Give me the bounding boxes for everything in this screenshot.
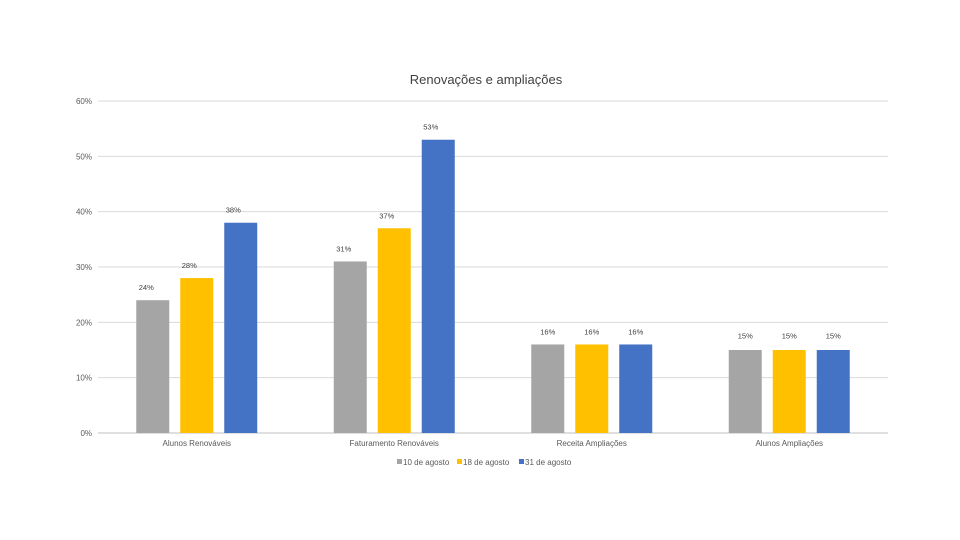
- legend-item: 10 de agosto: [397, 458, 450, 467]
- bar: [772, 350, 806, 433]
- data-label: 16%: [628, 328, 643, 337]
- data-label: 16%: [584, 328, 599, 337]
- legend-label: 10 de agosto: [403, 458, 450, 467]
- bar: [575, 344, 609, 433]
- legend-label: 18 de agosto: [463, 458, 510, 467]
- data-label: 31%: [336, 244, 351, 253]
- data-label: 53%: [423, 123, 438, 132]
- category-label: Alunos Ampliações: [755, 439, 823, 448]
- bar: [728, 350, 762, 433]
- bar: [816, 350, 850, 433]
- bar: [333, 261, 367, 433]
- y-tick-label: 30%: [76, 263, 92, 272]
- data-label: 15%: [738, 332, 753, 341]
- data-label: 24%: [139, 283, 154, 292]
- y-tick-label: 40%: [76, 208, 92, 217]
- x-axis-categories: Alunos Renováveis Faturamento Renováveis R…: [163, 439, 824, 448]
- data-label: 16%: [540, 328, 555, 337]
- data-label: 37%: [379, 211, 394, 220]
- legend-item: 31 de agosto: [519, 458, 572, 467]
- y-tick-label: 20%: [76, 318, 92, 327]
- y-axis-ticks: 0% 10% 20% 30% 40% 50% 60%: [76, 97, 92, 438]
- data-label: 28%: [182, 261, 197, 270]
- y-tick-label: 10%: [76, 374, 92, 383]
- bar: [377, 228, 411, 433]
- category-label: Receita Ampliações: [557, 439, 627, 448]
- data-label: 15%: [826, 332, 841, 341]
- legend: 10 de agosto 18 de agosto 31 de agosto: [397, 458, 572, 467]
- bar: [531, 344, 565, 433]
- legend-swatch: [519, 459, 524, 464]
- y-tick-label: 0%: [80, 429, 92, 438]
- bar: [421, 139, 455, 433]
- legend-label: 31 de agosto: [525, 458, 572, 467]
- bar: [619, 344, 653, 433]
- chart-title: Renovações e ampliações: [410, 72, 563, 87]
- category-label: Alunos Renováveis: [163, 439, 231, 448]
- y-tick-label: 50%: [76, 152, 92, 161]
- data-labels: 24% 28% 38% 31% 37% 53% 16% 16% 16% 15% 15% 15%: [139, 123, 841, 341]
- bars: [136, 139, 850, 433]
- legend-swatch: [397, 459, 402, 464]
- legend-item: 18 de agosto: [457, 458, 510, 467]
- bar: [224, 222, 258, 433]
- bar: [136, 300, 170, 433]
- data-label: 38%: [226, 206, 241, 215]
- y-tick-label: 60%: [76, 97, 92, 106]
- data-label: 15%: [782, 332, 797, 341]
- legend-swatch: [457, 459, 462, 464]
- gridlines: [98, 100, 888, 434]
- bar: [180, 278, 214, 433]
- category-label: Faturamento Renováveis: [350, 439, 439, 448]
